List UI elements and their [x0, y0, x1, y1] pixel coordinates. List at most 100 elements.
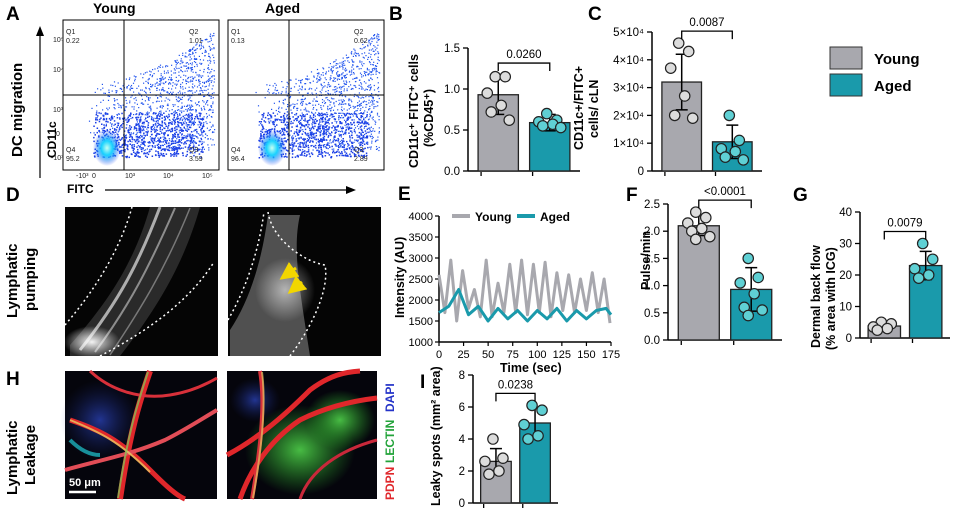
flow-young-event [138, 124, 140, 127]
flow-young-event [125, 134, 127, 136]
flow-young-event [147, 97, 149, 99]
flow-young-event [184, 56, 186, 58]
flow-aged-event [334, 105, 336, 107]
flow-young-event-dense [202, 146, 204, 148]
flow-aged-event [260, 123, 262, 125]
flow-aged-event [349, 135, 351, 137]
flow-young-event [207, 104, 209, 106]
flow-young-event [141, 89, 143, 91]
flow-young-event-dense [163, 116, 166, 118]
flow-aged-event-dense [334, 139, 337, 142]
flow-aged-event [314, 115, 316, 117]
flow-aged-event [311, 112, 313, 114]
flow-young-event [209, 59, 211, 61]
flow-young-event [163, 70, 165, 72]
flow-aged-event [354, 132, 356, 134]
flow-young-event [204, 95, 206, 97]
flow-young-event-dense [168, 147, 171, 149]
leakage-young-nuclei [60, 380, 140, 460]
flow-young-event-dense [124, 139, 127, 141]
flow-aged-event-dense [325, 122, 328, 124]
flow-young-event-dense [166, 139, 168, 142]
flow-young-event-dense [103, 124, 105, 126]
flow-young-event [143, 90, 145, 92]
flow-aged-event [340, 126, 342, 128]
flow-young-event [183, 127, 185, 129]
flow-young-event [183, 74, 185, 76]
flow-young-event [147, 141, 149, 143]
flow-aged-event [361, 96, 363, 98]
flow-young-event [156, 82, 158, 84]
flow-young-event-dense [126, 145, 129, 148]
flow-aged-event [278, 106, 280, 108]
flow-aged-event-dense [321, 127, 324, 129]
flow-young-event [213, 75, 215, 77]
flow-young-event-dense [170, 143, 173, 145]
flow-young-event [186, 56, 188, 58]
flow-aged-event [368, 102, 370, 104]
flow-aged-event [342, 126, 344, 128]
flow-aged-event [333, 129, 335, 132]
flow-young-event [102, 87, 104, 89]
flow-aged-event-dense [314, 136, 316, 138]
flow-aged-event-dense [303, 125, 306, 127]
flow-young-event-dense [123, 144, 126, 147]
flow-young-event-dense [177, 136, 179, 138]
flow-aged-event [377, 82, 379, 84]
flow-young-event [167, 126, 169, 128]
flow-aged-event [327, 142, 329, 144]
flow-young-event [164, 143, 166, 145]
flow-aged-event [314, 138, 316, 140]
flow-aged-event-dense [365, 132, 367, 135]
flow-aged-event-dense [323, 132, 325, 134]
flow-young-event [175, 80, 177, 82]
flow-young-event [205, 81, 207, 83]
flow-young-event-dense [179, 132, 181, 134]
flow-aged-event-dense [291, 149, 294, 152]
flow-young-event-dense [185, 113, 188, 116]
flow-aged-event [302, 101, 304, 103]
flow-young-event-dense [200, 137, 202, 140]
flow-young-event-dense [167, 129, 169, 132]
flow-aged-event-dense [346, 140, 348, 143]
flow-aged-event [330, 77, 332, 79]
e-xtick-label: 50 [482, 349, 494, 361]
flow-young-event-dense [194, 129, 196, 131]
flow-young-event [157, 97, 159, 99]
flow-aged-event [371, 93, 373, 95]
flow-aged-event-dense [341, 146, 344, 148]
flow-young-event [198, 74, 200, 76]
flow-aged-event [346, 88, 348, 90]
flow-young-event [149, 148, 151, 151]
flow-young-event [158, 100, 160, 102]
flow-young-event-dense [178, 136, 181, 138]
flow-aged-event [275, 84, 277, 86]
flow-aged-event-dense [276, 130, 278, 132]
flow-aged-event [304, 126, 306, 128]
flow-aged-event [310, 131, 312, 133]
flow-aged-event-dense [307, 151, 310, 153]
flow-aged-event [255, 91, 257, 94]
flow-young-event-dense [120, 125, 122, 127]
flow-young-event [153, 128, 155, 130]
flow-young-event [151, 76, 153, 78]
flow-young-event [157, 124, 159, 126]
flow-aged-event-dense [321, 156, 324, 158]
flow-aged-event [332, 93, 334, 95]
flow-aged-event [300, 82, 302, 84]
flow-aged-event-dense [318, 140, 321, 142]
flow-aged-event [346, 90, 348, 92]
flow-aged-event-dense [274, 118, 277, 121]
panel-h-side-2: Leakage [22, 425, 39, 485]
flow-young-event-dense [159, 146, 161, 149]
flow-aged-event-dense [319, 134, 322, 136]
flow-young-event [210, 126, 212, 128]
flow-young-event [195, 79, 197, 81]
flow-young-event [186, 62, 188, 64]
flow-aged-event [339, 140, 341, 143]
flow-young-event-dense [189, 140, 192, 143]
flow-young-event [140, 144, 142, 146]
flow-young-event [185, 80, 187, 82]
flow-young-event [156, 87, 158, 89]
flow-aged-event [318, 79, 320, 81]
